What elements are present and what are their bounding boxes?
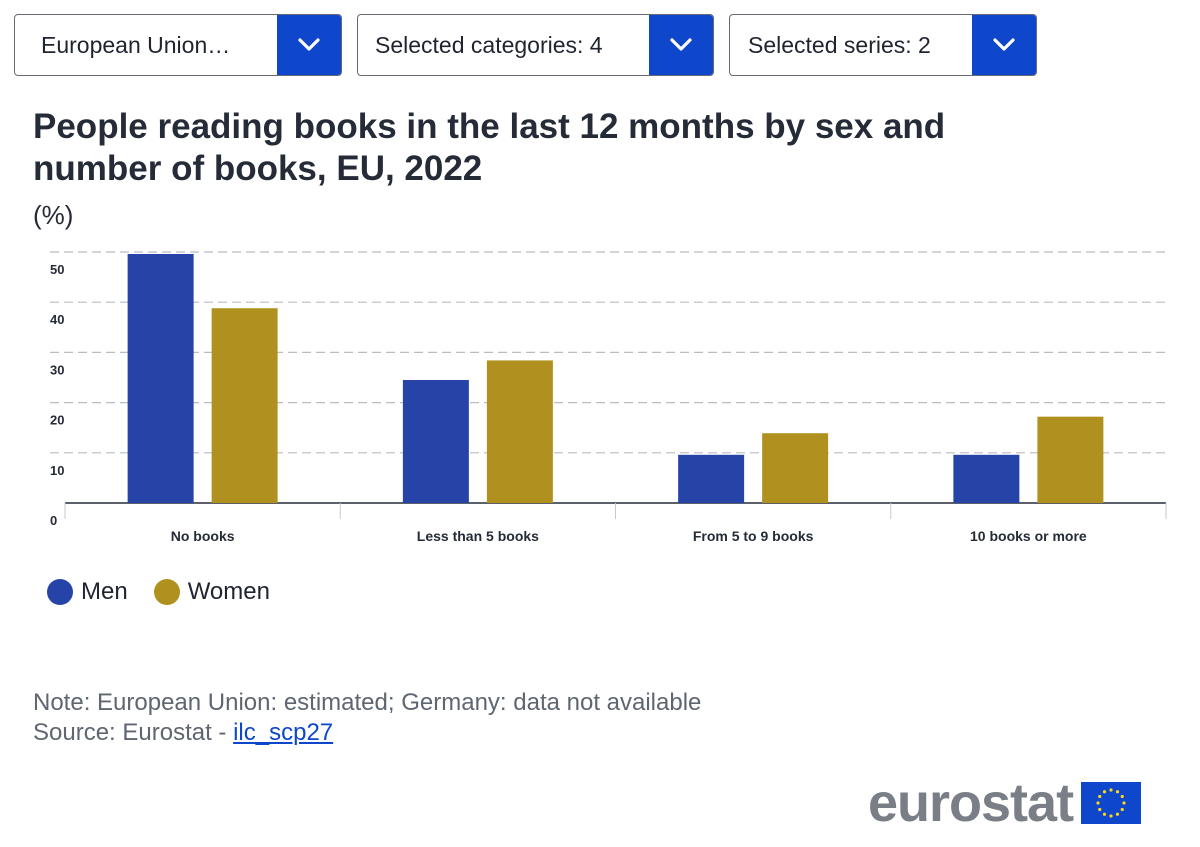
legend-item-women[interactable]: Women [153,578,270,606]
y-tick-label: 30 [50,362,64,377]
chart-note: Note: European Union: estimated; Germany… [33,689,702,716]
series-dropdown-label: Selected series: 2 [748,31,931,58]
bar-men-2 [402,380,469,503]
categories-dropdown-toggle[interactable] [649,15,713,75]
bar-men-4 [953,454,1020,503]
geo-dropdown[interactable]: European Union… [14,14,342,76]
x-category-label: 10 books or more [970,528,1087,544]
bar-women-2 [486,360,553,503]
eu-flag-icon [1081,782,1142,824]
bar-women-1 [211,308,278,503]
flag-star [1120,807,1124,812]
chart-unit: (%) [33,200,74,230]
flag-star [1109,788,1113,792]
series-dropdown-toggle[interactable] [972,15,1036,75]
flag-star [1109,814,1113,818]
categories-dropdown-label: Selected categories: 4 [375,31,603,58]
flag-star [1098,807,1102,812]
y-tick-label: 40 [50,312,64,327]
bar-men-1 [127,254,194,503]
flag-star [1120,794,1124,799]
flag-star [1098,794,1102,799]
chart-legend: Men Women [47,578,296,606]
flag-background [1081,782,1142,824]
geo-dropdown-label: European Union… [41,31,231,58]
bar-men-3 [678,454,745,503]
legend-swatch-men [47,579,73,605]
chevron-down-icon [670,38,692,51]
legend-item-men[interactable]: Men [47,578,128,606]
y-tick-label: 0 [50,513,57,528]
legend-label-men: Men [81,578,128,605]
eurostat-wordmark: eurostat [868,773,1074,833]
x-category-label: No books [171,528,235,544]
series-dropdown[interactable]: Selected series: 2 [729,14,1037,76]
legend-swatch-women [153,579,180,605]
flag-star [1102,790,1107,794]
chart-title: People reading books in the last 12 mont… [33,107,946,188]
eurostat-logo: eurostat [868,773,1142,833]
bar-women-4 [1037,416,1104,503]
bar-chart: 0 10 20 30 40 50 No books Less than 5 books From… [50,251,1167,544]
legend-label-women: Women [187,578,270,605]
source-prefix: Source: Eurostat - [33,719,234,746]
flag-star [1102,812,1107,816]
x-category-label: From 5 to 9 books [693,528,814,544]
chart-source: Source: Eurostat - ilc_scp27 [33,718,701,748]
y-tick-label: 10 [50,463,64,478]
chart-footer: Note: European Union: estimated; Germany… [33,688,701,748]
flag-star [1115,790,1120,794]
x-category-label: Less than 5 books [417,528,539,544]
y-tick-label: 20 [50,413,64,428]
flag-star [1122,801,1126,805]
flag-star [1115,812,1120,816]
geo-dropdown-toggle[interactable] [277,15,341,75]
y-tick-label: 50 [50,262,64,277]
categories-dropdown[interactable]: Selected categories: 4 [357,14,714,76]
source-dataset-link[interactable]: ilc_scp27 [233,719,334,746]
chevron-down-icon [298,38,320,51]
chevron-down-icon [993,38,1015,51]
flag-star [1096,801,1100,805]
bar-women-3 [762,433,829,503]
